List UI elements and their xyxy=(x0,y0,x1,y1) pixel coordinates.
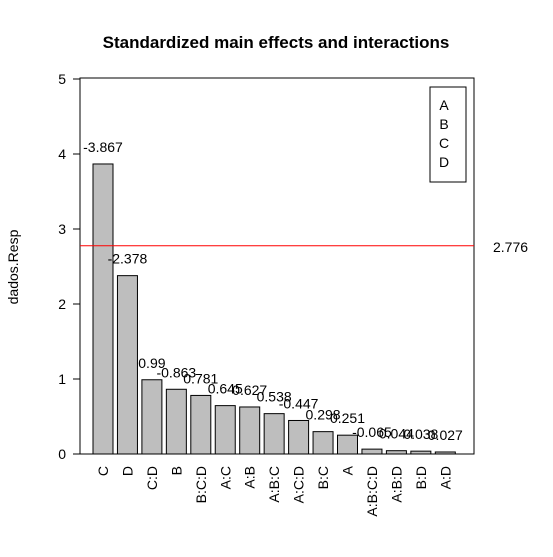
legend-entry: A xyxy=(439,97,449,113)
bar-value-label: 0.627 xyxy=(232,382,267,398)
chart-title: Standardized main effects and interactio… xyxy=(103,33,450,52)
y-tick-label: 3 xyxy=(58,221,66,237)
x-tick-label: A:C xyxy=(217,466,233,489)
bar xyxy=(263,413,285,455)
bar-value-label: 0.298 xyxy=(306,407,341,423)
bar xyxy=(361,448,383,455)
bar xyxy=(116,275,138,455)
x-tick-label: B xyxy=(168,466,184,475)
y-tick-label: 1 xyxy=(58,371,66,387)
x-tick-label: A:B xyxy=(242,466,258,489)
x-tick-label: B:D xyxy=(413,466,429,489)
bar-value-label: 0.538 xyxy=(257,389,292,405)
x-tick-label: A:B:D xyxy=(388,466,404,503)
bar xyxy=(214,405,236,455)
legend-box xyxy=(429,86,467,183)
bar xyxy=(165,388,187,455)
bar-value-label: 0.038 xyxy=(403,426,438,442)
bar-value-label: -0.447 xyxy=(279,395,319,411)
bar xyxy=(288,419,310,455)
bar xyxy=(337,434,358,455)
legend-entry: C xyxy=(439,135,449,151)
bar-value-label: -2.378 xyxy=(108,251,148,267)
y-axis-label: dados.Resp xyxy=(5,229,21,304)
reference-line-label: 2.776 xyxy=(493,239,528,255)
y-tick-label: 0 xyxy=(58,446,66,462)
bar xyxy=(312,431,334,455)
x-tick-label: A:D xyxy=(437,466,453,489)
bar-labels-group: -3.867 -2.378 0.99-0.8630.7810.6450.6270.5… xyxy=(83,139,463,443)
y-tick-label: 5 xyxy=(58,71,66,87)
bar xyxy=(385,450,407,455)
bar xyxy=(92,163,114,455)
bar xyxy=(190,394,212,455)
bar xyxy=(410,450,432,455)
bar-value-label: -0.863 xyxy=(156,364,196,380)
bar xyxy=(239,406,261,455)
reference-line-group: 2.776 xyxy=(80,239,528,255)
x-tick-label: A:B:C xyxy=(266,466,282,503)
y-axis: 0 1 2 3 4 5 xyxy=(58,71,81,462)
x-tick-label: B:C xyxy=(315,466,331,489)
bar-value-label: 0.044 xyxy=(379,426,414,442)
bar-value-label: 0.781 xyxy=(183,370,218,386)
x-tick-label: D xyxy=(119,466,135,476)
x-tick-label: A:B:C:D xyxy=(364,466,380,517)
bar-value-label: 0.251 xyxy=(330,410,365,426)
bar-value-label: 0.027 xyxy=(428,427,463,443)
bars-group xyxy=(92,163,456,455)
x-tick-label: B:C:D xyxy=(193,466,209,503)
x-tick-label: C:D xyxy=(144,466,160,490)
y-tick-label: 4 xyxy=(58,146,66,162)
bar xyxy=(141,379,163,455)
x-tick-label: C xyxy=(95,466,111,476)
x-tick-label: A:C:D xyxy=(291,466,307,503)
x-tick-labels-group: C D C:D B B:C:D A:C A:B A:B:C A:C:D B:C A A:B:C:D A:… xyxy=(95,465,453,516)
legend-entry: B xyxy=(439,116,448,132)
y-tick-label: 2 xyxy=(58,296,66,312)
legend-entry: D xyxy=(439,154,449,170)
bar xyxy=(434,451,456,455)
bar-value-label: -0.065 xyxy=(352,424,392,440)
bar-value-label: 0.99 xyxy=(138,355,165,371)
bar-value-label: -3.867 xyxy=(83,139,123,155)
x-tick-label: A xyxy=(340,465,356,475)
bar-value-label: 0.645 xyxy=(208,381,243,397)
